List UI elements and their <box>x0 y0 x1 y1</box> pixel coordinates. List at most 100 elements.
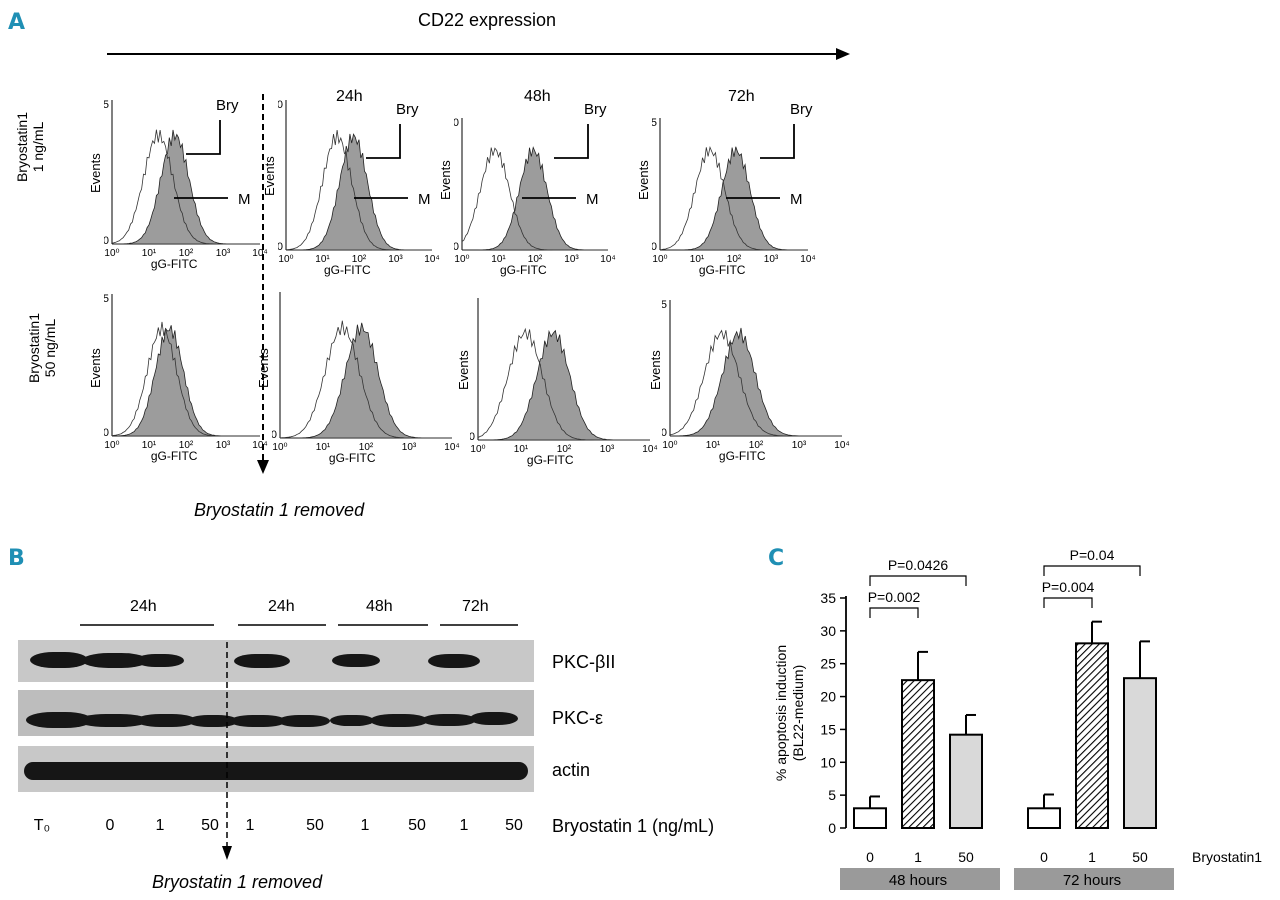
x-tick-label: 10⁴ <box>424 254 439 265</box>
bar <box>1075 642 1109 830</box>
y-tick-label: 35 <box>820 590 836 606</box>
p-value-label: P=0.002 <box>868 589 921 605</box>
bar <box>949 733 983 829</box>
x-tick-label: 10² <box>528 254 543 265</box>
category-label: 0 <box>866 849 874 865</box>
histogram-outline <box>111 321 260 437</box>
x-tick-label: 10⁴ <box>642 444 657 455</box>
y-max-label: 55 <box>104 100 109 111</box>
blot-label-pkc-beta: PKC-βII <box>552 652 616 672</box>
lane-label: 1 <box>459 817 469 834</box>
y-max-label: 60 <box>454 118 459 129</box>
y-axis-label: Events <box>636 160 651 200</box>
x-tick-label: 10³ <box>564 254 579 265</box>
y-tick-label: 10 <box>820 754 836 770</box>
y-axis-label: Events <box>88 153 103 193</box>
band <box>188 715 238 727</box>
x-tick-label: 10⁰ <box>662 440 677 451</box>
blot-time-24h-a: 24h <box>130 598 157 615</box>
removed-label-b: Bryostatin 1 removed <box>152 872 323 892</box>
y-min-label: 0 <box>662 427 667 439</box>
band <box>428 654 480 668</box>
p-value-label: P=0.0426 <box>888 557 949 573</box>
y-axis-label: Events <box>456 350 471 390</box>
time-label-72h: 72h <box>728 88 755 105</box>
histogram-panel: 10⁰ 10¹ 10² 10³ 10⁴ gG-FITC 55 0 <box>104 294 268 463</box>
y-axis-label-2: (BL22-medium) <box>790 665 806 761</box>
m-marker-label: M <box>586 191 599 208</box>
blot-pkc-epsilon <box>18 690 534 736</box>
panel-a-title: CD22 expression <box>418 10 557 30</box>
band <box>78 714 148 727</box>
y-axis-label: Events <box>88 348 103 388</box>
x-tick-label: 10⁰ <box>652 254 667 265</box>
time-label-48h: 48h <box>524 88 551 105</box>
x-axis-label: gG-FITC <box>151 257 198 271</box>
bry-bracket <box>554 124 589 159</box>
x-tick-label: 10¹ <box>706 440 721 451</box>
m-marker-label: M <box>418 191 431 208</box>
y-min-label: 0 <box>104 235 109 247</box>
y-min-label: 0 <box>278 241 283 253</box>
panel-c-letter: C <box>768 546 785 571</box>
gate-marker: Bry M <box>354 101 431 208</box>
histogram-outline <box>279 320 452 439</box>
y-tick-label: 30 <box>820 623 836 639</box>
lane-label: 50 <box>306 817 324 834</box>
bry-label: Bry <box>396 101 419 118</box>
histogram-panel: 10⁰ 10¹ 10² 10³ 10⁴ gG-FITC 0 <box>470 298 658 467</box>
x-tick-label: 10³ <box>764 254 779 265</box>
time-label-24h: 24h <box>336 88 363 105</box>
histogram-filled <box>280 322 452 439</box>
y-min-label: 0 <box>272 429 277 441</box>
x-tick-label: 10⁴ <box>252 440 267 451</box>
y-min-label: 0 <box>652 241 657 253</box>
x-tick-label: 10⁰ <box>454 254 469 265</box>
x-tick-label: 10³ <box>792 440 807 451</box>
y-tick-label: 5 <box>828 787 836 803</box>
bry-label: Bry <box>584 101 607 118</box>
band <box>470 712 518 725</box>
y-max-label: 55 <box>104 294 109 305</box>
band <box>82 653 148 668</box>
blot-time-24h-b: 24h <box>268 598 295 615</box>
histogram-panel: 10⁰ 10¹ 10² 10³ 10⁴ gG-FITC 60 0 <box>278 100 440 277</box>
band <box>370 714 428 727</box>
y-max-label: 55 <box>652 118 657 129</box>
x-tick-label: 10² <box>749 440 764 451</box>
lane-label: 1 <box>245 817 255 834</box>
x-tick-label: 10³ <box>388 254 403 265</box>
x-tick-label: 10¹ <box>316 442 331 453</box>
x-tick-label: 10⁴ <box>800 254 815 265</box>
lane-label: 1 <box>360 817 370 834</box>
y-axis-label: Events <box>648 350 663 390</box>
histogram-outline <box>659 145 808 251</box>
x-axis-label: gG-FITC <box>329 451 376 465</box>
blot-pkc-beta <box>18 640 534 682</box>
histogram-outline <box>111 129 260 245</box>
x-tick-label: 10⁰ <box>470 444 485 455</box>
lane-label: T₀ <box>33 817 51 834</box>
category-label: 1 <box>914 849 922 865</box>
y-tick-label: 15 <box>820 721 836 737</box>
y-max-label: 60 <box>278 100 283 111</box>
x-tick-label: 10² <box>352 254 367 265</box>
y-min-label: 0 <box>104 427 109 439</box>
histogram-filled <box>670 327 842 437</box>
y-tick-label: 0 <box>828 820 836 836</box>
category-label: 50 <box>1132 849 1148 865</box>
band <box>332 654 380 667</box>
x-tick-label: 10⁴ <box>252 248 267 259</box>
x-axis-label: gG-FITC <box>719 449 766 463</box>
gate-marker: Bry M <box>522 101 607 208</box>
removed-label-a: Bryostatin 1 removed <box>194 500 365 520</box>
bry-label: Bry <box>790 101 813 118</box>
blot-label-actin: actin <box>552 760 591 780</box>
y-axis-label: % apoptosis induction <box>773 645 789 781</box>
bry-bracket <box>186 120 221 155</box>
y-min-label: 0 <box>470 431 475 443</box>
significance-bracket <box>1043 597 1093 608</box>
y-tick-label: 20 <box>820 689 836 705</box>
group-label: 48 hours <box>889 872 947 889</box>
